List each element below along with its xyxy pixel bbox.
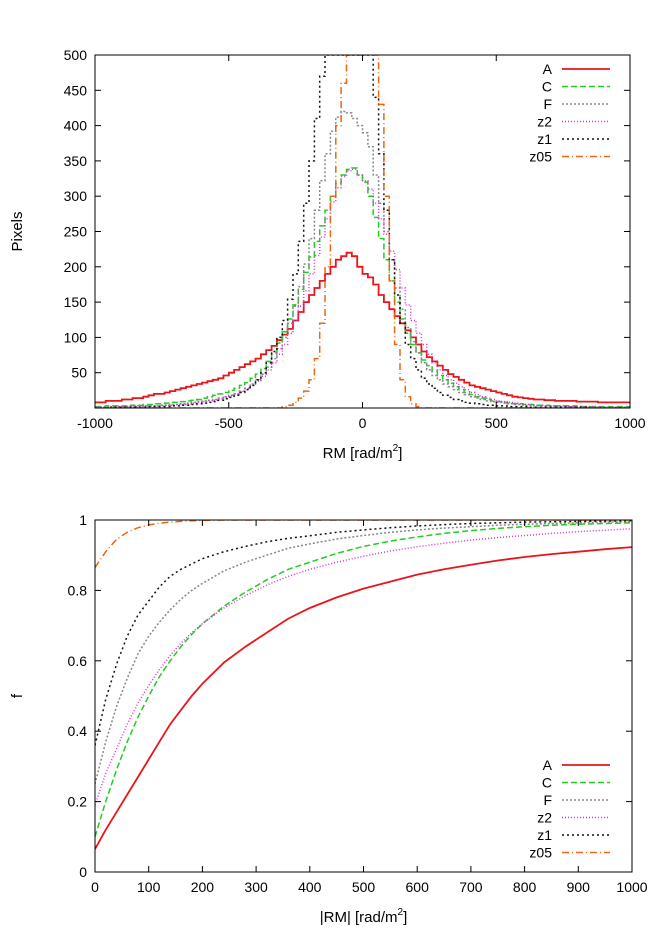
x-tick-label: 600 bbox=[406, 879, 430, 895]
x-tick-label: -1000 bbox=[77, 415, 113, 431]
x-tick-label: 800 bbox=[513, 879, 537, 895]
legend-label-C: C bbox=[542, 775, 552, 791]
series-line-A bbox=[95, 546, 632, 850]
series-line-C bbox=[95, 167, 630, 408]
y-tick-label: 250 bbox=[64, 224, 88, 240]
legend-label-z05: z05 bbox=[529, 845, 552, 861]
series-line-z1 bbox=[95, 520, 632, 746]
x-tick-label: 500 bbox=[352, 879, 376, 895]
legend-label-F: F bbox=[543, 792, 552, 808]
histogram-chart: -1000 -500 0 500 1000 50 100 150 200 250 300 350 400… bbox=[9, 47, 646, 462]
x-tick-label: 100 bbox=[137, 879, 161, 895]
y-tick-label: 400 bbox=[64, 118, 88, 134]
legend-label-F: F bbox=[543, 96, 552, 112]
legend-label-z1: z1 bbox=[537, 131, 552, 147]
x-tick-label: 400 bbox=[298, 879, 322, 895]
y-tick-label: 0 bbox=[79, 864, 87, 880]
series-line-C bbox=[95, 522, 632, 838]
y-tick-label: 350 bbox=[64, 153, 88, 169]
x-axis-label-sup: 2 bbox=[393, 443, 399, 454]
y-tick-label: 450 bbox=[64, 82, 88, 98]
series-group bbox=[95, 520, 632, 850]
y-axis-label: Pixels bbox=[9, 211, 26, 251]
y-tick-label: 200 bbox=[64, 259, 88, 275]
y-tick-label: 300 bbox=[64, 188, 88, 204]
y-tick-label: 100 bbox=[64, 329, 88, 345]
y-tick-label: 500 bbox=[64, 47, 88, 63]
y-tick-label: 0.8 bbox=[68, 582, 88, 598]
x-axis-label-sup: 2 bbox=[398, 907, 404, 918]
x-tick-label: 0 bbox=[91, 879, 99, 895]
cumulative-chart: 0 100 200 300 400 500 600 700 800 900 1000 0 0.2 0.4 0… bbox=[9, 512, 648, 926]
series-line-F bbox=[95, 110, 630, 408]
x-axis-label-close: ] bbox=[398, 445, 402, 462]
series-line-z05 bbox=[95, 520, 632, 568]
x-tick-label: 500 bbox=[485, 415, 509, 431]
y-tick-label: 50 bbox=[71, 365, 87, 381]
legend-label-z05: z05 bbox=[529, 149, 552, 165]
series-line-z1 bbox=[95, 55, 630, 408]
x-tick-label: 700 bbox=[459, 879, 483, 895]
legend-label-C: C bbox=[542, 79, 552, 95]
x-tick-label: 1000 bbox=[614, 415, 645, 431]
x-tick-label: -500 bbox=[215, 415, 243, 431]
x-tick-label: 300 bbox=[244, 879, 268, 895]
x-tick-label: 1000 bbox=[616, 879, 647, 895]
series-line-z2 bbox=[95, 168, 630, 408]
legend-label-z2: z2 bbox=[537, 810, 552, 826]
x-tick-label: 900 bbox=[567, 879, 591, 895]
y-tick-label: 0.2 bbox=[68, 794, 88, 810]
y-tick-label: 0.6 bbox=[68, 653, 88, 669]
series-group bbox=[95, 55, 630, 408]
legend-label-A: A bbox=[543, 61, 553, 77]
x-axis-label-main: |RM| [rad/m bbox=[320, 909, 398, 926]
x-axis-label-close: ] bbox=[403, 909, 407, 926]
legend-label-z1: z1 bbox=[537, 827, 552, 843]
legend-label-A: A bbox=[543, 757, 553, 773]
series-line-A bbox=[95, 251, 630, 404]
y-axis-label: f bbox=[9, 693, 26, 698]
x-axis-label-main: RM [rad/m bbox=[323, 445, 393, 462]
x-axis-label: |RM| [rad/m2] bbox=[320, 907, 408, 926]
legend-label-z2: z2 bbox=[537, 114, 552, 130]
x-axis-label: RM [rad/m2] bbox=[323, 443, 403, 462]
y-tick-label: 0.4 bbox=[68, 723, 88, 739]
y-tick-label: 1 bbox=[79, 512, 87, 528]
x-tick-label: 200 bbox=[191, 879, 215, 895]
y-tick-label: 150 bbox=[64, 294, 88, 310]
x-tick-label: 0 bbox=[359, 415, 367, 431]
series-line-z2 bbox=[95, 528, 632, 806]
